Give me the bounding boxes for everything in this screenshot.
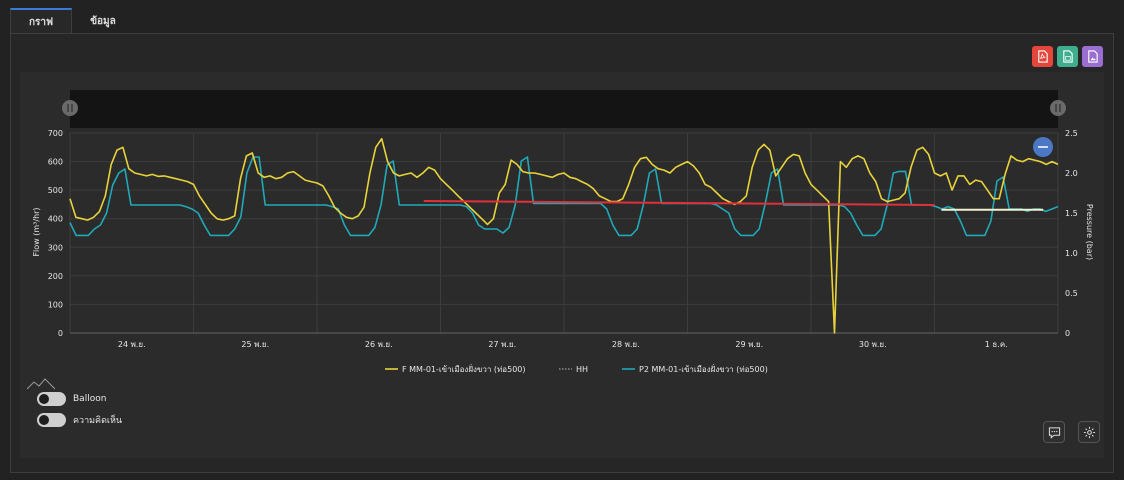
gear-icon — [1083, 426, 1095, 438]
y-tick-left: 100 — [48, 300, 63, 309]
x-tick-label: 30 พ.ย. — [859, 340, 887, 349]
y-tick-left: 400 — [48, 215, 63, 224]
excel-icon — [1063, 50, 1073, 63]
series-flow[interactable] — [69, 137, 1059, 334]
tab-data[interactable]: ข้อมูล — [90, 15, 116, 27]
y-tick-right: 1.5 — [1065, 209, 1078, 218]
legend-label: P2 MM-01-เข้าเมืองฝั่งขวา (ท่อ500) — [639, 363, 768, 374]
tab-graph[interactable]: กราฟ — [10, 8, 72, 34]
y-axis-right: 2.5 2.0 1.5 1.0 0.5 0 — [1065, 129, 1078, 338]
y-tick-right: 2.0 — [1065, 169, 1078, 178]
x-tick-label: 29 พ.ย. — [735, 340, 763, 349]
x-tick-label: 24 พ.ย. — [118, 340, 146, 349]
chart-legend: F MM-01-เข้าเมืองฝั่งขวา (ท่อ500) HH P2 MM… — [385, 363, 768, 374]
legend-item[interactable]: F MM-01-เข้าเมืองฝั่งขวา (ท่อ500) — [385, 363, 526, 374]
navigator-handle-left[interactable] — [62, 100, 78, 116]
y-axis-left: 700 600 500 400 300 200 100 0 — [48, 129, 63, 338]
x-tick-label: 28 พ.ย. — [612, 340, 640, 349]
y-tick-left: 0 — [58, 329, 63, 338]
y-tick-left: 300 — [48, 243, 63, 252]
settings-button[interactable] — [1078, 421, 1100, 443]
legend-label: F MM-01-เข้าเมืองฝั่งขวา (ท่อ500) — [402, 363, 526, 374]
image-icon — [1088, 50, 1098, 63]
comment-icon — [1048, 426, 1060, 439]
grid — [69, 132, 1059, 334]
x-tick-label: 1 ธ.ค. — [985, 340, 1008, 349]
y-tick-left: 200 — [48, 272, 63, 281]
export-image-button[interactable] — [1082, 46, 1103, 67]
y-tick-right: 0 — [1065, 329, 1070, 338]
zoom-out-button[interactable] — [1033, 137, 1053, 157]
x-tick-label: 27 พ.ย. — [488, 340, 516, 349]
comment-button[interactable] — [1043, 421, 1065, 443]
legend-item[interactable]: HH — [559, 365, 588, 374]
balloon-toggle[interactable] — [37, 392, 66, 406]
y-tick-right: 0.5 — [1065, 289, 1078, 298]
y-axis-left-label: Flow (m³/hr) — [32, 207, 41, 256]
y-tick-left: 700 — [48, 129, 63, 138]
export-excel-button[interactable] — [1057, 46, 1078, 67]
x-tick-label: 26 พ.ย. — [365, 340, 393, 349]
x-tick-label: 25 พ.ย. — [241, 340, 269, 349]
navigator-handle-right[interactable] — [1050, 100, 1066, 116]
y-tick-right: 2.5 — [1065, 129, 1078, 138]
tab-bar: กราฟ ข้อมูล — [10, 8, 134, 34]
y-tick-left: 600 — [48, 158, 63, 167]
balloon-toggle-row: Balloon — [37, 392, 106, 406]
range-navigator[interactable] — [70, 90, 1058, 128]
comment-toggle[interactable] — [37, 413, 66, 427]
x-axis: 24 พ.ย. 25 พ.ย. 26 พ.ย. 27 พ.ย. 28 พ.ย. 29 พ.… — [118, 340, 1008, 349]
comment-toggle-row: ความคิดเห็น — [37, 413, 122, 427]
comment-label: ความคิดเห็น — [73, 416, 123, 426]
y-tick-left: 500 — [48, 186, 63, 195]
pdf-icon — [1038, 50, 1048, 63]
y-axis-right-label: Pressure (bar) — [1085, 204, 1094, 260]
export-pdf-button[interactable] — [1032, 46, 1053, 67]
legend-label: HH — [576, 365, 588, 374]
y-tick-right: 1.0 — [1065, 249, 1078, 258]
annotation-trend-line — [423, 200, 935, 206]
chart-area — [20, 72, 1104, 458]
annotation-lines — [423, 200, 1044, 211]
legend-item[interactable]: P2 MM-01-เข้าเมืองฝั่งขวา (ท่อ500) — [622, 363, 768, 374]
series-pressure[interactable] — [69, 156, 1059, 237]
mountain-chart-icon — [27, 378, 55, 390]
balloon-label: Balloon — [73, 394, 107, 404]
